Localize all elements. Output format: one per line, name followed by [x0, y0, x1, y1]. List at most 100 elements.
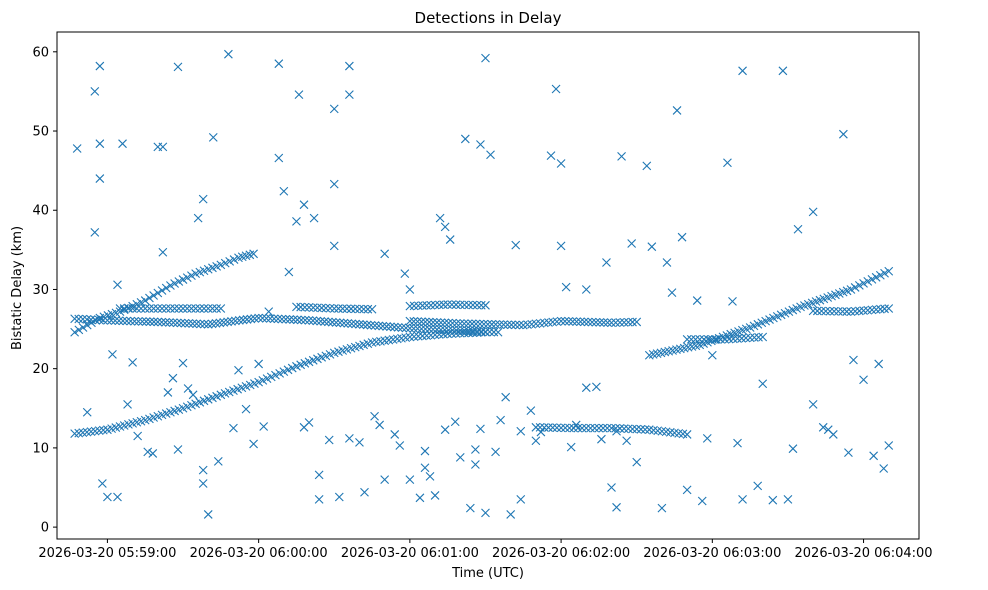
- data-point: [329, 241, 339, 251]
- data-point-flat-track-mid: [507, 320, 516, 330]
- data-point-flat-track-mid: [440, 318, 450, 328]
- chart-title: Detections in Delay: [415, 9, 562, 27]
- data-point-flat-track-26: [269, 314, 279, 324]
- data-point: [460, 134, 470, 144]
- data-point-flat-track-mid: [503, 320, 512, 330]
- data-point-flat-track-27-late: [871, 305, 881, 314]
- data-point-flat-track-27: [329, 304, 339, 313]
- data-point-flat-track-27-5: [161, 304, 171, 313]
- data-point: [274, 59, 284, 69]
- data-point: [314, 495, 324, 504]
- data-point-flat-track-27-5: [157, 304, 167, 313]
- data-point: [90, 228, 100, 237]
- data-point-flat-track-26: [126, 316, 136, 326]
- data-point: [808, 399, 818, 409]
- data-point-flat-track-27-5: [140, 304, 150, 313]
- data-point: [329, 104, 339, 114]
- data-point-late-track-12: [623, 424, 633, 434]
- data-point-rising-track-early: [161, 283, 171, 293]
- data-point: [113, 280, 122, 290]
- data-point-flat-track-26: [420, 324, 430, 334]
- data-point-rising-track-early: [187, 271, 196, 280]
- data-point-flat-track-26: [339, 318, 349, 328]
- data-point-flat-track-27-5: [170, 304, 180, 313]
- data-point: [173, 445, 183, 454]
- data-point: [707, 350, 717, 360]
- data-point: [667, 288, 677, 298]
- data-point-flat-track-26: [106, 316, 116, 325]
- data-point-late-track-12: [602, 423, 612, 433]
- data-point-flat-track-26: [312, 316, 322, 326]
- data-point-flat-track-mid: [428, 317, 438, 327]
- data-point-flat-track-28: [439, 300, 448, 310]
- data-point-flat-track-mid: [436, 318, 446, 327]
- data-point-flat-track-26: [378, 321, 388, 331]
- data-point-flat-track-mid: [615, 318, 625, 327]
- data-point-late-track-12: [682, 430, 692, 439]
- data-point-flat-track-mid: [463, 319, 473, 329]
- data-point-flat-track-26: [180, 318, 190, 328]
- data-point-flat-track-27-5: [203, 304, 213, 313]
- data-point: [672, 106, 682, 115]
- data-point-rising-track-early: [140, 296, 150, 305]
- data-point: [491, 447, 500, 457]
- data-point-rising-track-early: [149, 291, 159, 300]
- data-point-flat-track-26: [199, 319, 209, 329]
- data-point-flat-track-27-5: [149, 304, 159, 313]
- data-point-flat-track-28: [418, 301, 427, 310]
- data-point-rising-track-early: [70, 327, 80, 337]
- data-point-late-track-12: [619, 424, 629, 434]
- data-point-flat-track-26: [223, 317, 233, 327]
- data-point: [702, 434, 712, 443]
- data-point-flat-track-27: [300, 302, 310, 312]
- data-point: [591, 382, 601, 392]
- data-point-flat-track-24: [737, 333, 747, 343]
- data-point-flat-track-26: [472, 326, 482, 336]
- data-point-rising-track-early: [182, 273, 192, 282]
- data-point: [198, 465, 208, 475]
- data-point: [193, 213, 203, 223]
- data-point: [632, 457, 642, 467]
- data-point-rising-track-early: [145, 293, 154, 303]
- data-point-flat-track-mid: [595, 317, 605, 327]
- data-point: [753, 481, 763, 491]
- data-point: [241, 404, 251, 414]
- data-point-flat-track-24: [716, 334, 726, 344]
- data-point-flat-track-27-5: [145, 304, 154, 313]
- data-point-flat-track-27-5: [124, 304, 133, 313]
- data-point: [561, 282, 571, 292]
- data-point-rising-track-early: [225, 256, 235, 266]
- data-point-flat-track-28: [476, 300, 486, 310]
- data-point-flat-track-26: [238, 315, 248, 325]
- data-point-flat-track-26: [374, 321, 384, 331]
- data-point: [884, 441, 894, 450]
- data-point-late-track-12: [581, 423, 591, 433]
- data-point-flat-track-24: [724, 334, 734, 344]
- data-point: [133, 431, 143, 441]
- data-point-flat-track-27-late: [846, 307, 856, 317]
- data-point-flat-track-28: [451, 300, 461, 310]
- data-point: [123, 399, 132, 409]
- data-point: [682, 485, 692, 495]
- data-point-flat-track-24: [707, 334, 717, 344]
- data-point-flat-track-mid: [448, 318, 457, 328]
- data-point-rising-track-low: [409, 332, 419, 342]
- data-point: [415, 493, 425, 503]
- data-point: [581, 383, 591, 393]
- data-point-flat-track-mid: [487, 319, 497, 329]
- data-point-flat-track-27-late: [825, 306, 835, 316]
- data-point-flat-track-26: [145, 317, 155, 327]
- data-point-flat-track-26: [428, 324, 438, 334]
- data-point-late-track-12: [607, 423, 616, 433]
- data-point-flat-track-27: [304, 303, 314, 312]
- data-point-flat-track-28: [430, 300, 440, 310]
- data-point: [375, 420, 385, 430]
- data-point-flat-track-26: [168, 318, 178, 328]
- data-point: [617, 151, 626, 161]
- data-point-flat-track-26: [476, 327, 486, 336]
- data-point-rising-track-late: [875, 270, 885, 280]
- data-point-flat-track-27-late: [821, 306, 831, 316]
- data-point: [531, 436, 541, 446]
- data-point-flat-track-26: [250, 314, 260, 323]
- data-point-flat-track-mid: [603, 318, 613, 327]
